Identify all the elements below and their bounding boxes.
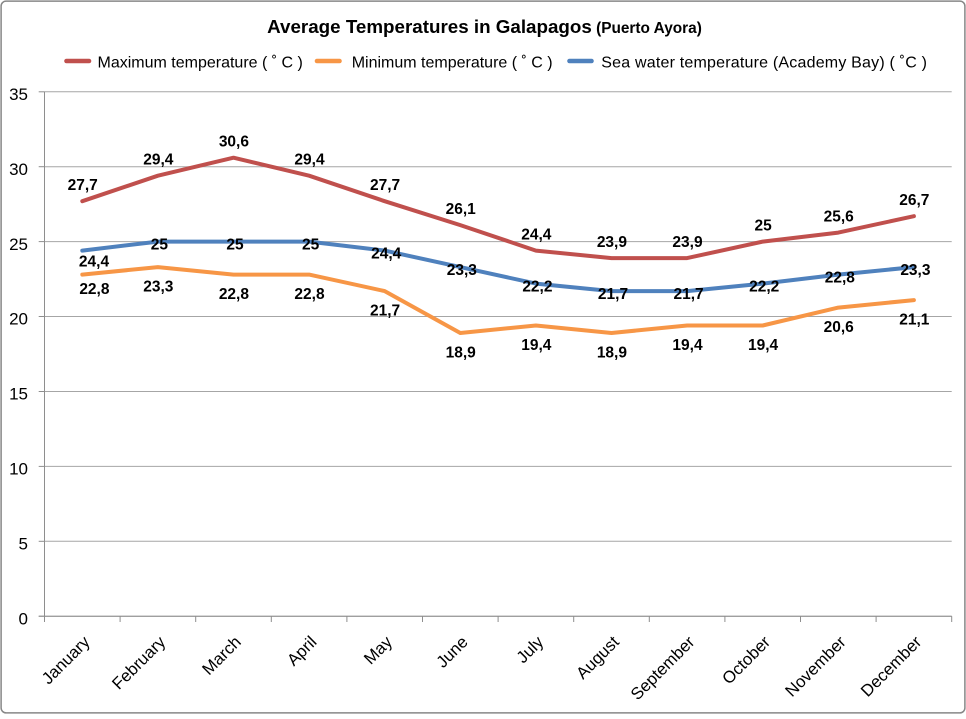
svg-text:25: 25 — [9, 235, 28, 254]
svg-text:18,9: 18,9 — [597, 345, 628, 362]
svg-text:25: 25 — [302, 237, 320, 254]
svg-text:25: 25 — [754, 218, 772, 235]
svg-text:19,4: 19,4 — [748, 337, 779, 354]
svg-text:24,4: 24,4 — [371, 246, 402, 263]
svg-text:22,8: 22,8 — [219, 286, 250, 303]
svg-text:5: 5 — [19, 535, 28, 554]
svg-text:19,4: 19,4 — [672, 337, 703, 354]
svg-text:26,1: 26,1 — [446, 201, 477, 218]
svg-text:20: 20 — [9, 310, 28, 329]
svg-text:Maximum temperature ( ˚ C ): Maximum temperature ( ˚ C ) — [98, 54, 303, 71]
svg-text:30: 30 — [9, 160, 28, 179]
svg-text:22,8: 22,8 — [825, 270, 856, 287]
svg-text:21,7: 21,7 — [370, 303, 400, 320]
svg-text:21,7: 21,7 — [598, 286, 628, 303]
svg-text:0: 0 — [19, 609, 28, 628]
svg-text:30,6: 30,6 — [219, 134, 250, 151]
svg-text:20,6: 20,6 — [824, 319, 855, 336]
svg-text:21,7: 21,7 — [674, 286, 704, 303]
svg-text:22,2: 22,2 — [749, 279, 779, 296]
svg-text:27,7: 27,7 — [370, 177, 400, 194]
svg-text:24,4: 24,4 — [521, 227, 552, 244]
svg-text:35: 35 — [9, 85, 28, 104]
svg-text:23,3: 23,3 — [447, 262, 478, 279]
svg-text:24,4: 24,4 — [79, 253, 110, 270]
svg-text:19,4: 19,4 — [521, 337, 552, 354]
svg-text:29,4: 29,4 — [294, 152, 325, 169]
svg-text:Minimum temperature ( ˚ C ): Minimum temperature ( ˚ C ) — [352, 54, 553, 71]
svg-text:23,9: 23,9 — [672, 234, 703, 251]
svg-text:25,6: 25,6 — [824, 209, 855, 226]
svg-text:23,9: 23,9 — [597, 234, 628, 251]
svg-text:23,3: 23,3 — [143, 279, 174, 296]
svg-text:22,8: 22,8 — [294, 286, 325, 303]
svg-text:25: 25 — [151, 237, 169, 254]
svg-text:22,8: 22,8 — [79, 281, 110, 298]
svg-text:Average Temperatures in Galapa: Average Temperatures in Galapagos (Puert… — [267, 16, 702, 37]
svg-text:22,2: 22,2 — [522, 279, 552, 296]
svg-text:29,4: 29,4 — [143, 152, 174, 169]
svg-text:23,3: 23,3 — [900, 262, 931, 279]
svg-text:26,7: 26,7 — [899, 192, 929, 209]
svg-text:21,1: 21,1 — [899, 312, 930, 329]
svg-text:10: 10 — [9, 460, 28, 479]
svg-text:25: 25 — [226, 237, 244, 254]
svg-text:Sea water temperature (Academy: Sea water temperature (Academy Bay) ( ˚C… — [601, 54, 927, 71]
svg-text:18,9: 18,9 — [446, 345, 477, 362]
svg-text:15: 15 — [9, 385, 28, 404]
svg-text:27,7: 27,7 — [68, 177, 98, 194]
